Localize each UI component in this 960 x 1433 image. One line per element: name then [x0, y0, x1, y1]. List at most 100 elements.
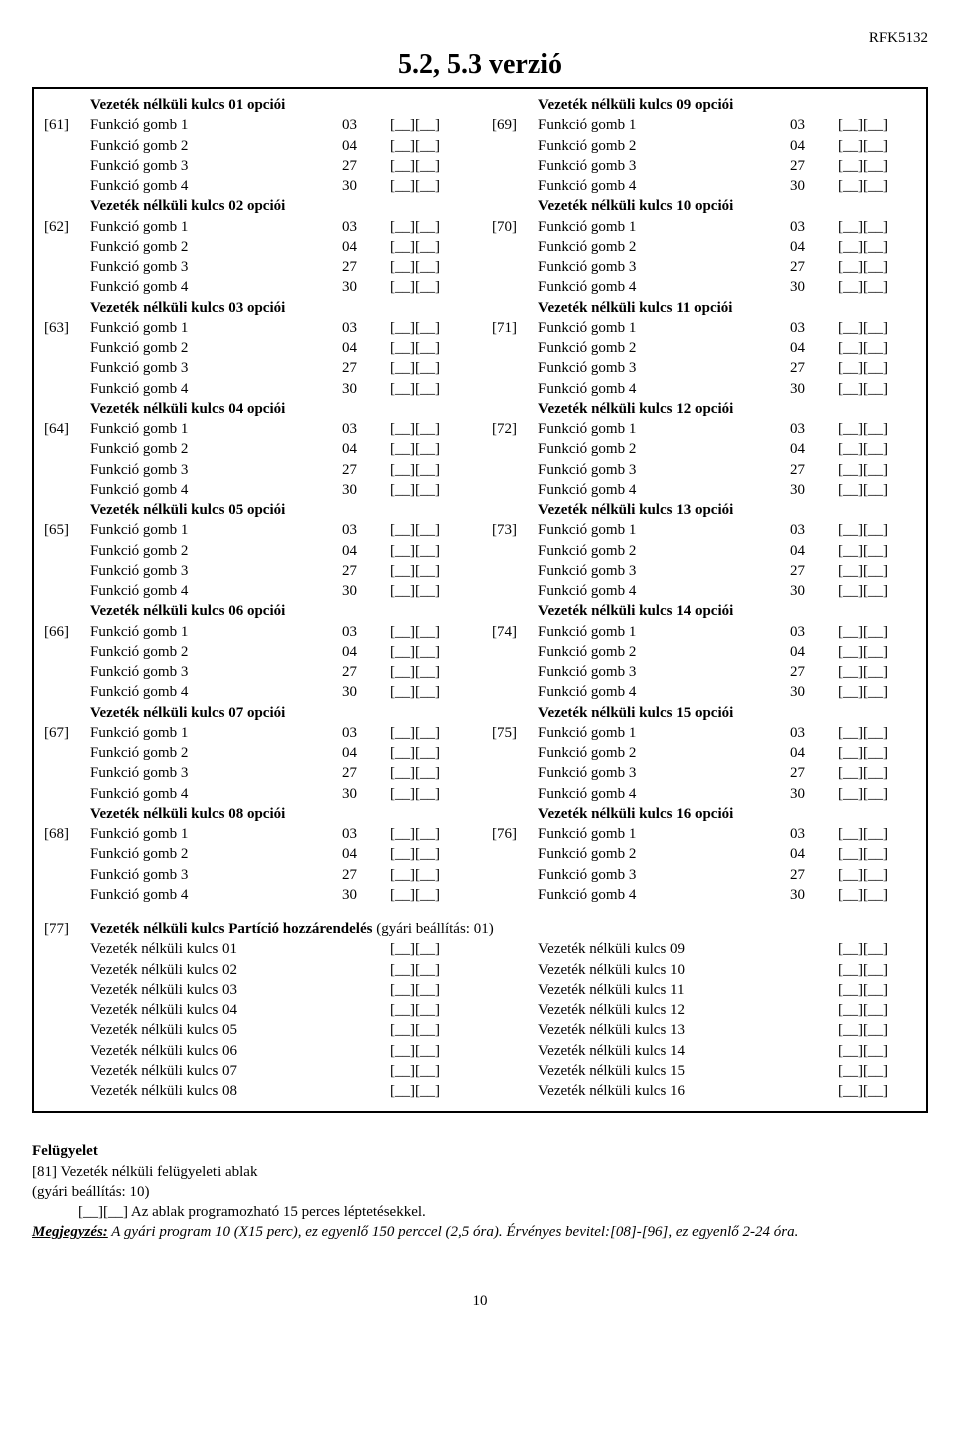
function-label: Funkció gomb 1 — [90, 115, 342, 135]
blank-field: [__][__] — [838, 1041, 916, 1061]
function-code: 04 — [790, 338, 838, 358]
function-label: Funkció gomb 3 — [538, 156, 790, 176]
function-label: Funkció gomb 1 — [538, 217, 790, 237]
function-code: 04 — [342, 642, 390, 662]
function-row: Funkció gomb 430[__][__] — [492, 379, 916, 399]
key-section-title: Vezeték nélküli kulcs 06 opciói — [90, 601, 468, 621]
function-label: Funkció gomb 1 — [90, 520, 342, 540]
function-label: Funkció gomb 4 — [538, 277, 790, 297]
key-section-header: Vezeték nélküli kulcs 05 opciói — [44, 500, 468, 520]
key-section-title: Vezeték nélküli kulcs 08 opciói — [90, 804, 468, 824]
partition-row: Vezeték nélküli kulcs 16[__][__] — [492, 1081, 916, 1101]
function-label: Funkció gomb 3 — [90, 460, 342, 480]
function-label: Funkció gomb 4 — [538, 176, 790, 196]
blank-field: [__][__] — [390, 277, 468, 297]
function-label: Funkció gomb 4 — [538, 682, 790, 702]
blank-field: [__][__] — [390, 662, 468, 682]
blank-field: [__][__] — [390, 723, 468, 743]
function-code: 27 — [790, 561, 838, 581]
function-row: [70]Funkció gomb 103[__][__] — [492, 217, 916, 237]
partition-row: Vezeték nélküli kulcs 14[__][__] — [492, 1041, 916, 1061]
function-row: Funkció gomb 204[__][__] — [492, 338, 916, 358]
function-label: Funkció gomb 2 — [538, 439, 790, 459]
function-row: Funkció gomb 204[__][__] — [44, 541, 468, 561]
partition-label: Vezeték nélküli kulcs 16 — [538, 1081, 838, 1101]
function-label: Funkció gomb 4 — [90, 379, 342, 399]
blank-field: [__][__] — [838, 115, 916, 135]
function-code: 27 — [342, 257, 390, 277]
function-label: Funkció gomb 4 — [538, 784, 790, 804]
function-row: Funkció gomb 430[__][__] — [492, 581, 916, 601]
function-label: Funkció gomb 3 — [538, 358, 790, 378]
note-line: Megjegyzés: A gyári program 10 (X15 perc… — [32, 1222, 928, 1242]
function-code: 04 — [790, 541, 838, 561]
function-code: 04 — [342, 338, 390, 358]
key-section-title: Vezeték nélküli kulcs 02 opciói — [90, 196, 468, 216]
function-label: Funkció gomb 3 — [90, 257, 342, 277]
function-code: 30 — [342, 885, 390, 905]
function-code: 04 — [342, 136, 390, 156]
function-code: 27 — [790, 460, 838, 480]
blank-field: [__][__] — [390, 115, 468, 135]
function-code: 30 — [790, 379, 838, 399]
partition-label: Vezeték nélküli kulcs 12 — [538, 1000, 838, 1020]
function-label: Funkció gomb 4 — [90, 277, 342, 297]
partition-row: Vezeték nélküli kulcs 13[__][__] — [492, 1020, 916, 1040]
function-code: 04 — [790, 439, 838, 459]
function-code: 03 — [790, 115, 838, 135]
function-label: Funkció gomb 2 — [90, 541, 342, 561]
blank-field: [__][__] — [838, 1061, 916, 1081]
section-77-title-rest: (gyári beállítás: 01) — [372, 921, 493, 937]
blank-field: [__][__] — [390, 318, 468, 338]
partition-row: Vezeték nélküli kulcs 08[__][__] — [44, 1081, 468, 1101]
blank-field: [__][__] — [838, 885, 916, 905]
function-row: Funkció gomb 327[__][__] — [44, 460, 468, 480]
function-code: 04 — [342, 844, 390, 864]
function-code: 03 — [342, 217, 390, 237]
function-label: Funkció gomb 1 — [538, 318, 790, 338]
blank-field: [__][__] — [838, 358, 916, 378]
function-label: Funkció gomb 2 — [90, 844, 342, 864]
blank-field: [__][__] — [838, 939, 916, 959]
function-label: Funkció gomb 4 — [538, 885, 790, 905]
function-code: 03 — [342, 723, 390, 743]
function-code: 03 — [342, 520, 390, 540]
partition-left-column: Vezeték nélküli kulcs 01[__][__]Vezeték … — [44, 939, 468, 1101]
function-label: Funkció gomb 3 — [538, 763, 790, 783]
function-code: 04 — [790, 136, 838, 156]
section-77: [77] Vezeték nélküli kulcs Partíció hozz… — [44, 919, 916, 939]
function-row: [76]Funkció gomb 103[__][__] — [492, 824, 916, 844]
function-row: Funkció gomb 327[__][__] — [44, 662, 468, 682]
function-code: 04 — [342, 237, 390, 257]
function-code: 04 — [342, 743, 390, 763]
key-section-header: Vezeték nélküli kulcs 10 opciói — [492, 196, 916, 216]
row-index: [68] — [44, 824, 90, 844]
function-row: [64]Funkció gomb 103[__][__] — [44, 419, 468, 439]
key-section-title: Vezeték nélküli kulcs 10 opciói — [538, 196, 916, 216]
function-code: 30 — [342, 379, 390, 399]
function-label: Funkció gomb 1 — [90, 217, 342, 237]
function-code: 27 — [342, 763, 390, 783]
function-label: Funkció gomb 2 — [538, 338, 790, 358]
partition-label: Vezeték nélküli kulcs 15 — [538, 1061, 838, 1081]
function-label: Funkció gomb 2 — [90, 237, 342, 257]
function-row: Funkció gomb 327[__][__] — [44, 156, 468, 176]
right-column: Vezeték nélküli kulcs 09 opciói[69]Funkc… — [492, 95, 916, 905]
function-label: Funkció gomb 1 — [90, 824, 342, 844]
blank-field: [__][__] — [390, 217, 468, 237]
key-section-header: Vezeték nélküli kulcs 14 opciói — [492, 601, 916, 621]
blank-field: [__][__] — [838, 217, 916, 237]
function-row: Funkció gomb 327[__][__] — [492, 156, 916, 176]
function-code: 04 — [790, 844, 838, 864]
function-label: Funkció gomb 2 — [538, 844, 790, 864]
function-code: 30 — [790, 784, 838, 804]
function-label: Funkció gomb 1 — [538, 520, 790, 540]
key-section-header: Vezeték nélküli kulcs 07 opciói — [44, 703, 468, 723]
blank-field: [__][__] — [838, 642, 916, 662]
function-row: Funkció gomb 327[__][__] — [44, 865, 468, 885]
function-row: Funkció gomb 430[__][__] — [44, 480, 468, 500]
function-row: Funkció gomb 204[__][__] — [44, 338, 468, 358]
function-label: Funkció gomb 1 — [90, 318, 342, 338]
blank-field: [__][__] — [390, 136, 468, 156]
function-code: 30 — [790, 480, 838, 500]
